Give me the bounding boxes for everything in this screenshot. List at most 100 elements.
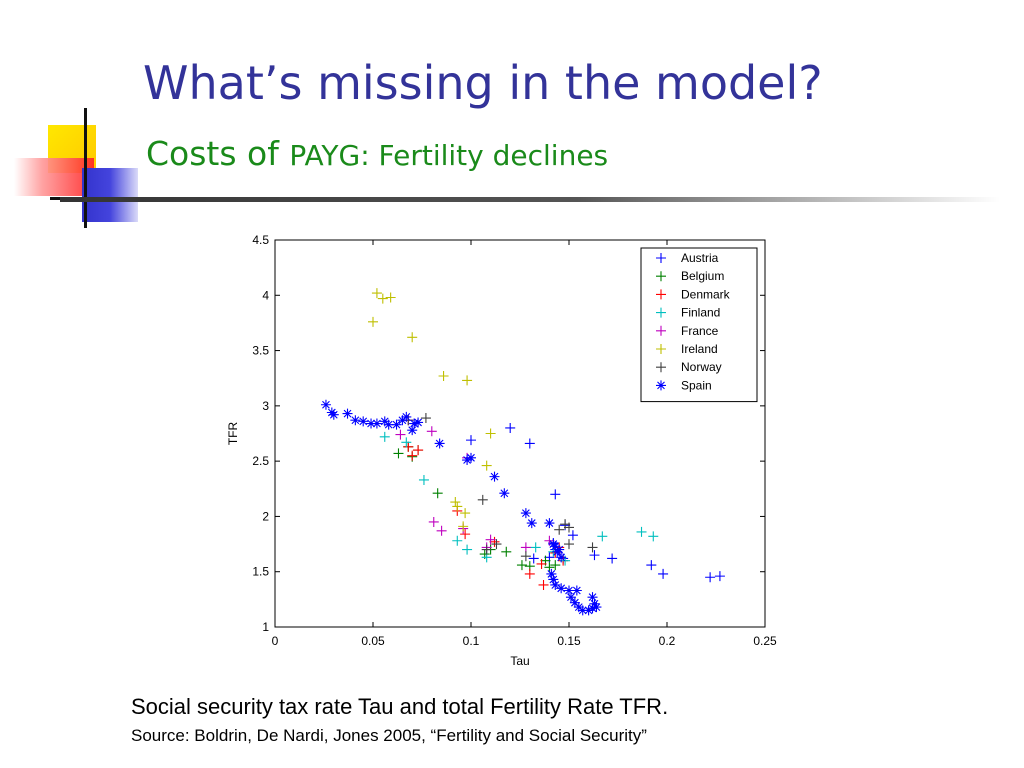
data-point [587,592,598,603]
legend-label: Finland [681,306,720,320]
data-point [597,531,608,542]
data-point [528,553,539,564]
legend-label: Ireland [681,342,718,356]
data-point [550,541,561,552]
legend-label: Belgium [681,269,724,283]
subtitle-part1: Costs of [146,134,290,173]
data-point [418,474,429,485]
data-point [587,542,598,553]
data-point [656,271,666,282]
x-axis-label: Tau [510,654,529,668]
data-point [544,562,555,573]
data-point [368,316,378,327]
data-point [413,445,424,456]
data-point [550,579,561,590]
data-point [462,544,473,555]
data-point [466,452,476,463]
data-point [391,419,402,430]
data-point [589,598,600,609]
legend-label: Norway [681,360,722,374]
data-point [342,408,353,419]
data-point [407,332,418,343]
data-point [379,431,390,442]
page-subtitle: Costs of PAYG: Fertility declines [146,137,608,170]
data-point [552,546,563,557]
legend-label: France [681,324,719,338]
data-point [450,497,461,508]
y-tick-label: 4.5 [252,233,269,247]
data-point [458,521,469,532]
data-point [477,494,488,505]
data-point [656,325,666,336]
data-point [520,508,531,519]
data-point [587,603,598,614]
data-point [583,605,594,616]
data-point [409,418,420,429]
data-point [438,371,449,382]
data-point [591,602,602,613]
data-point [501,546,512,557]
title-divider [60,197,1000,202]
data-point [546,568,557,579]
legend-label: Denmark [681,287,731,301]
data-point [434,438,445,449]
data-point [460,529,471,540]
data-point [567,530,578,541]
data-point [524,438,535,449]
data-point [646,560,657,571]
data-point [536,558,547,569]
subtitle-part2: PAYG: Fertility declines [289,139,609,172]
data-point [550,560,561,571]
page-title: What’s missing in the model? [143,56,823,110]
x-tick-label: 0 [272,634,279,648]
data-point [714,571,725,582]
deco-red-bar [14,158,94,196]
data-point [564,539,574,550]
data-point [656,362,666,373]
y-tick-label: 2 [262,509,269,523]
data-point [407,425,418,436]
data-point [403,441,414,452]
data-point [428,516,439,527]
data-point [569,597,580,608]
data-point [565,592,576,603]
data-point [407,450,418,461]
data-point [658,568,669,579]
data-point [395,429,406,440]
y-tick-label: 1.5 [252,565,269,579]
data-point [499,488,510,499]
data-point [607,553,618,564]
data-point [489,471,500,482]
data-point [485,534,496,545]
data-point [556,552,567,563]
data-point [371,418,382,429]
data-point [544,518,555,529]
data-point [505,422,516,433]
source-note: Source: Boldrin, De Nardi, Jones 2005, “… [131,726,647,745]
data-point [426,426,437,437]
data-point [452,535,463,546]
legend-label: Austria [681,251,719,265]
y-tick-label: 3 [262,399,269,413]
data-point [350,415,361,426]
data-point [564,585,574,596]
caption: Social security tax rate Tau and total F… [131,694,669,719]
data-point [636,526,647,537]
x-tick-label: 0.2 [659,634,676,648]
data-point [705,572,716,583]
data-point [385,292,396,303]
data-point [656,380,666,391]
legend-box [640,247,758,403]
data-point [320,399,331,410]
data-point [530,542,541,553]
data-point [526,518,537,529]
data-point [550,489,561,500]
data-point [436,525,447,536]
data-point [589,550,600,561]
data-point [564,522,574,533]
x-tick-label: 0.25 [753,634,777,648]
data-point [413,417,424,428]
data-point [462,455,473,466]
data-point [383,419,394,430]
data-point [452,501,463,512]
